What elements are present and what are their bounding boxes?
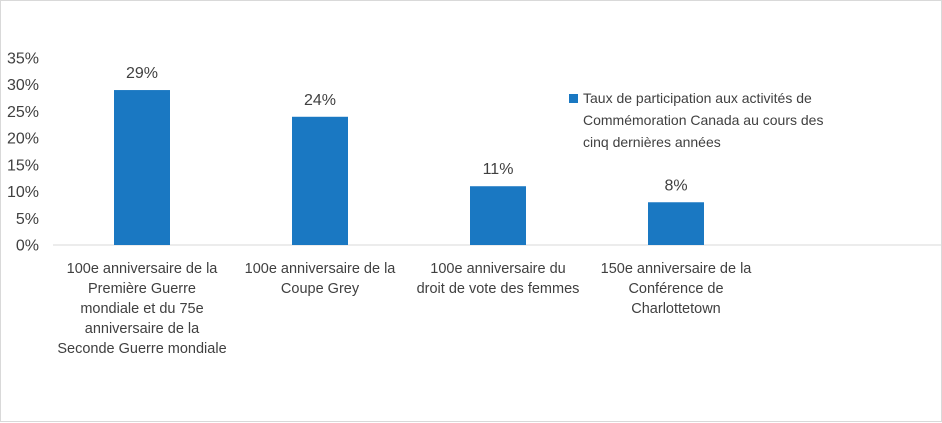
y-tick-label: 20% (7, 131, 39, 148)
legend-label: Taux de participation aux activités de (583, 90, 812, 106)
data-label: 24% (304, 92, 336, 109)
legend-label: Commémoration Canada au cours des (583, 112, 823, 128)
bar (470, 186, 526, 245)
data-label: 8% (664, 177, 687, 194)
bar (114, 90, 170, 245)
data-label: 29% (126, 65, 158, 82)
y-axis-ticks: 0% 5% 10% 15% 20% 25% 30% 35% (7, 51, 39, 255)
category-label: Première Guerre (88, 281, 196, 297)
bar (292, 116, 348, 246)
bars (114, 90, 704, 246)
category-label: anniversaire de la (85, 321, 200, 337)
y-tick-label: 10% (7, 184, 39, 201)
category-label: 100e anniversaire de la (67, 261, 219, 277)
category-labels: 100e anniversaire de la Première Guerre mo… (57, 261, 752, 357)
legend: Taux de participation aux activités de Co… (569, 90, 823, 150)
y-tick-label: 30% (7, 77, 39, 94)
category-label: Seconde Guerre mondiale (57, 341, 226, 357)
category-label: 150e anniversaire de la (601, 261, 753, 277)
category-label: droit de vote des femmes (417, 281, 580, 297)
category-label: Charlottetown (631, 301, 720, 317)
bar (648, 202, 704, 245)
legend-swatch (569, 94, 578, 103)
y-tick-label: 35% (7, 51, 39, 68)
data-label: 11% (483, 161, 514, 178)
category-label: Coupe Grey (281, 281, 360, 297)
legend-label: cinq dernières années (583, 134, 721, 150)
y-tick-label: 5% (16, 211, 39, 228)
y-tick-label: 25% (7, 104, 39, 121)
y-tick-label: 0% (16, 238, 39, 255)
category-label: 100e anniversaire du (430, 261, 565, 277)
data-labels: 29% 24% 11% 8% (126, 65, 688, 194)
category-label: Conférence de (628, 281, 723, 297)
category-label: mondiale et du 75e (80, 301, 203, 317)
category-label: 100e anniversaire de la (245, 261, 397, 277)
y-tick-label: 15% (7, 157, 39, 174)
